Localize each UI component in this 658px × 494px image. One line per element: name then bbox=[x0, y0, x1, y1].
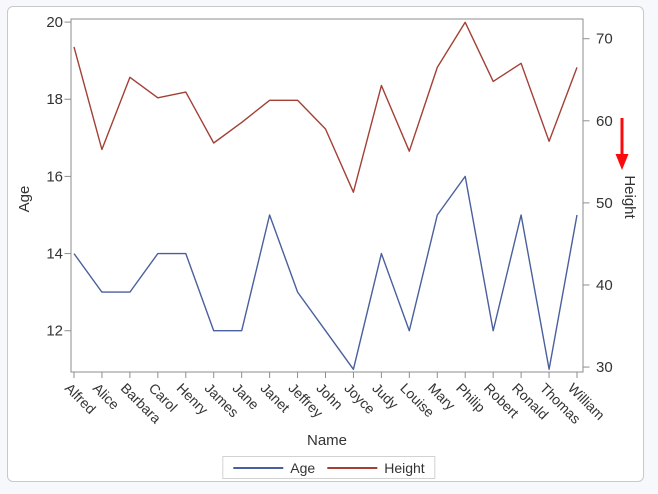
graph-card bbox=[7, 6, 644, 482]
series-line-age bbox=[73, 175, 578, 370]
left-tick-label: 14 bbox=[46, 246, 63, 263]
legend-swatch-height bbox=[327, 466, 378, 469]
y-left-axis-title: Age bbox=[16, 186, 33, 213]
plot-border bbox=[70, 18, 584, 373]
red-down-arrow-annotation bbox=[615, 118, 629, 170]
left-axis-ticks: 12 14 16 18 20 bbox=[46, 14, 71, 340]
series-lines bbox=[73, 21, 578, 370]
left-tick-label: 18 bbox=[46, 91, 63, 108]
arrow-head bbox=[615, 154, 629, 170]
chart-legend: Age Height bbox=[222, 456, 436, 479]
right-tick-label: 30 bbox=[596, 359, 613, 376]
legend-item-height: Height bbox=[327, 459, 425, 476]
left-tick-label: 16 bbox=[46, 168, 63, 185]
y-right-axis-title: Height bbox=[621, 175, 638, 219]
plot-frame bbox=[70, 18, 584, 373]
legend-item-age: Age bbox=[233, 461, 315, 475]
legend-swatch-age bbox=[233, 466, 284, 469]
x-category-label: Alfred bbox=[62, 380, 99, 417]
right-tick-label: 70 bbox=[596, 31, 613, 48]
legend-label-height: Height bbox=[384, 459, 425, 476]
right-tick-label: 50 bbox=[596, 195, 613, 212]
right-tick-label: 40 bbox=[596, 277, 613, 294]
x-category-label: Philip bbox=[453, 380, 489, 416]
series-line-height bbox=[73, 21, 578, 193]
x-category-label: Joyce bbox=[341, 380, 378, 417]
right-tick-label: 60 bbox=[596, 113, 613, 130]
x-axis-title: Name bbox=[307, 432, 347, 449]
right-axis-ticks: 30 40 50 60 70 bbox=[583, 31, 613, 376]
x-category-label: Henry bbox=[174, 380, 212, 418]
x-category-label: Janet bbox=[257, 380, 293, 416]
left-tick-label: 20 bbox=[46, 14, 63, 31]
legend-label-age: Age bbox=[290, 459, 316, 476]
left-tick-label: 12 bbox=[46, 323, 63, 340]
x-axis-ticks: AlfredAliceBarbaraCarolHenryJamesJaneJan… bbox=[62, 372, 608, 427]
